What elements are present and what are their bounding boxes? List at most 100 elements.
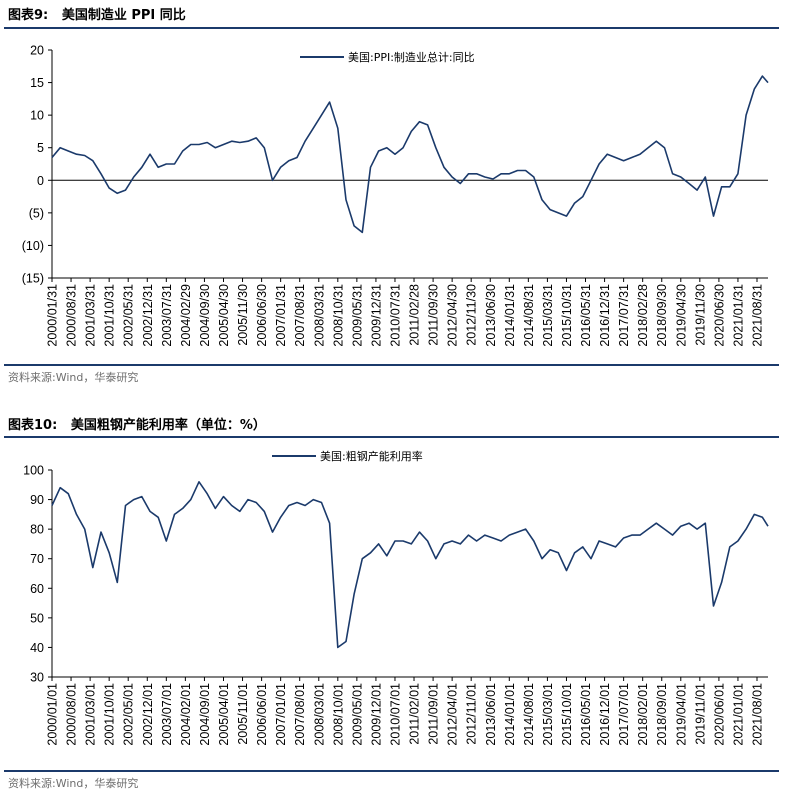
x-tick-label: 2015/03/31 [541, 284, 555, 347]
y-tick-label: (5) [29, 206, 44, 220]
x-tick-label: 2006/06/30 [255, 284, 269, 347]
y-tick-label: 5 [37, 141, 44, 155]
x-tick-label: 2001/10/31 [103, 284, 117, 347]
y-tick-label: 80 [30, 523, 44, 537]
y-tick-label: 15 [30, 76, 44, 90]
figure-10-title-rule [4, 436, 779, 438]
figure-10-title: 图表10: 美国粗钢产能利用率（单位：%） [8, 418, 266, 433]
x-tick-label: 2017/07/01 [617, 683, 631, 746]
y-tick-label: 30 [30, 671, 44, 685]
x-tick-label: 2019/04/01 [674, 683, 688, 746]
x-tick-label: 2014/08/01 [522, 683, 536, 746]
ppi-chart: 20 15 10 5 0 (5) (10) (15)2000/01/31 2000/08/31 2… [22, 44, 769, 347]
x-tick-label: 2000/01/01 [46, 683, 60, 746]
x-tick-label: 2005/11/30 [236, 284, 250, 346]
x-tick-label: 2012/11/30 [465, 284, 479, 346]
y-tick-label: (10) [22, 239, 44, 253]
x-tick-label: 2012/11/01 [465, 683, 479, 745]
series-line [51, 75, 769, 234]
x-tick-label: 2007/08/31 [293, 284, 307, 347]
figure-10-source: 资料来源:Wind，华泰研究 [8, 777, 139, 790]
x-tick-label: 2002/12/31 [141, 284, 155, 347]
x-tick-label: 2004/09/01 [198, 683, 212, 746]
x-tick-label: 2021/08/01 [750, 683, 764, 746]
x-tick-label: 2021/01/01 [731, 683, 745, 746]
x-tick-label: 2016/12/31 [598, 284, 612, 347]
x-tick-label: 2002/12/01 [141, 683, 155, 746]
x-tick-label: 2021/08/31 [750, 284, 764, 347]
x-tick-label: 2005/11/01 [236, 683, 250, 745]
figure-9-source: 资料来源:Wind，华泰研究 [8, 371, 139, 384]
x-tick-label: 2003/07/01 [160, 683, 174, 746]
x-tick-label: 2003/07/31 [160, 284, 174, 347]
x-tick-label: 2000/08/31 [65, 284, 79, 347]
x-tick-label: 2011/02/28 [408, 284, 422, 346]
x-tick-label: 2009/05/31 [350, 284, 364, 347]
x-tick-label: 2002/05/31 [122, 284, 136, 347]
x-tick-label: 2018/02/01 [636, 683, 650, 746]
x-tick-label: 2008/10/31 [331, 284, 345, 347]
y-tick-label: 10 [30, 109, 44, 123]
y-tick-label: 60 [30, 582, 44, 596]
x-tick-label: 2005/04/30 [217, 284, 231, 347]
x-tick-label: 2000/01/31 [46, 284, 60, 347]
x-tick-label: 2018/09/30 [655, 284, 669, 347]
x-tick-label: 2006/06/01 [255, 683, 269, 746]
figure-9-bottom-rule [4, 364, 779, 366]
y-tick-label: 40 [30, 641, 44, 655]
x-tick-label: 2020/06/01 [712, 683, 726, 746]
x-tick-label: 2015/10/01 [560, 683, 574, 746]
x-tick-label: 2020/06/30 [712, 284, 726, 347]
x-tick-label: 2008/03/31 [312, 284, 326, 347]
y-tick-label: 90 [30, 493, 44, 507]
x-tick-label: 2010/07/01 [388, 683, 402, 746]
x-tick-label: 2011/02/01 [408, 683, 422, 745]
x-tick-label: 2004/09/30 [198, 284, 212, 347]
x-tick-label: 2019/04/30 [674, 284, 688, 347]
legend-label: 美国:粗钢产能利用率 [320, 449, 423, 463]
y-tick-label: 70 [30, 552, 44, 566]
x-tick-label: 2009/05/01 [350, 683, 364, 746]
x-tick-label: 2007/01/31 [274, 284, 288, 347]
y-tick-label: 100 [23, 464, 44, 478]
x-tick-label: 2004/02/01 [179, 683, 193, 746]
x-tick-label: 2002/05/01 [122, 683, 136, 746]
x-tick-label: 2016/05/01 [579, 683, 593, 746]
x-tick-label: 2015/03/01 [541, 683, 555, 746]
x-tick-label: 2018/09/01 [655, 683, 669, 746]
series-line [51, 480, 769, 649]
x-tick-label: 2000/08/01 [65, 683, 79, 746]
x-tick-label: 2014/01/01 [503, 683, 517, 746]
x-tick-label: 2005/04/01 [217, 683, 231, 746]
x-tick-label: 2001/03/31 [84, 284, 98, 347]
x-tick-label: 2019/11/01 [693, 683, 707, 745]
x-tick-label: 2011/09/01 [427, 683, 441, 745]
x-tick-label: 2010/07/31 [388, 284, 402, 347]
x-tick-label: 2012/04/30 [446, 284, 460, 347]
figure-9-title: 图表9: 美国制造业 PPI 同比 [8, 8, 186, 23]
y-tick-label: (15) [22, 272, 44, 286]
x-tick-label: 2014/01/31 [503, 284, 517, 347]
x-tick-label: 2004/02/29 [179, 284, 193, 347]
x-tick-label: 2016/12/01 [598, 683, 612, 746]
x-tick-label: 2016/05/31 [579, 284, 593, 347]
x-tick-label: 2009/12/01 [369, 683, 383, 746]
x-tick-label: 2017/07/31 [617, 284, 631, 347]
x-tick-label: 2001/10/01 [103, 683, 117, 746]
x-tick-label: 2007/01/01 [274, 683, 288, 746]
y-tick-label: 50 [30, 611, 44, 625]
x-tick-label: 2015/10/31 [560, 284, 574, 347]
x-tick-label: 2008/03/01 [312, 683, 326, 746]
figure-10-bottom-rule [4, 770, 779, 772]
x-tick-label: 2012/04/01 [446, 683, 460, 746]
x-tick-label: 2013/06/01 [484, 683, 498, 746]
x-tick-label: 2008/10/01 [331, 683, 345, 746]
x-tick-label: 2014/08/31 [522, 284, 536, 347]
y-tick-label: 20 [30, 44, 44, 58]
x-tick-label: 2019/11/30 [693, 284, 707, 346]
x-tick-label: 2007/08/01 [293, 683, 307, 746]
x-tick-label: 2018/02/28 [636, 284, 650, 347]
y-tick-label: 0 [37, 174, 44, 188]
x-tick-label: 2011/09/30 [427, 284, 441, 346]
